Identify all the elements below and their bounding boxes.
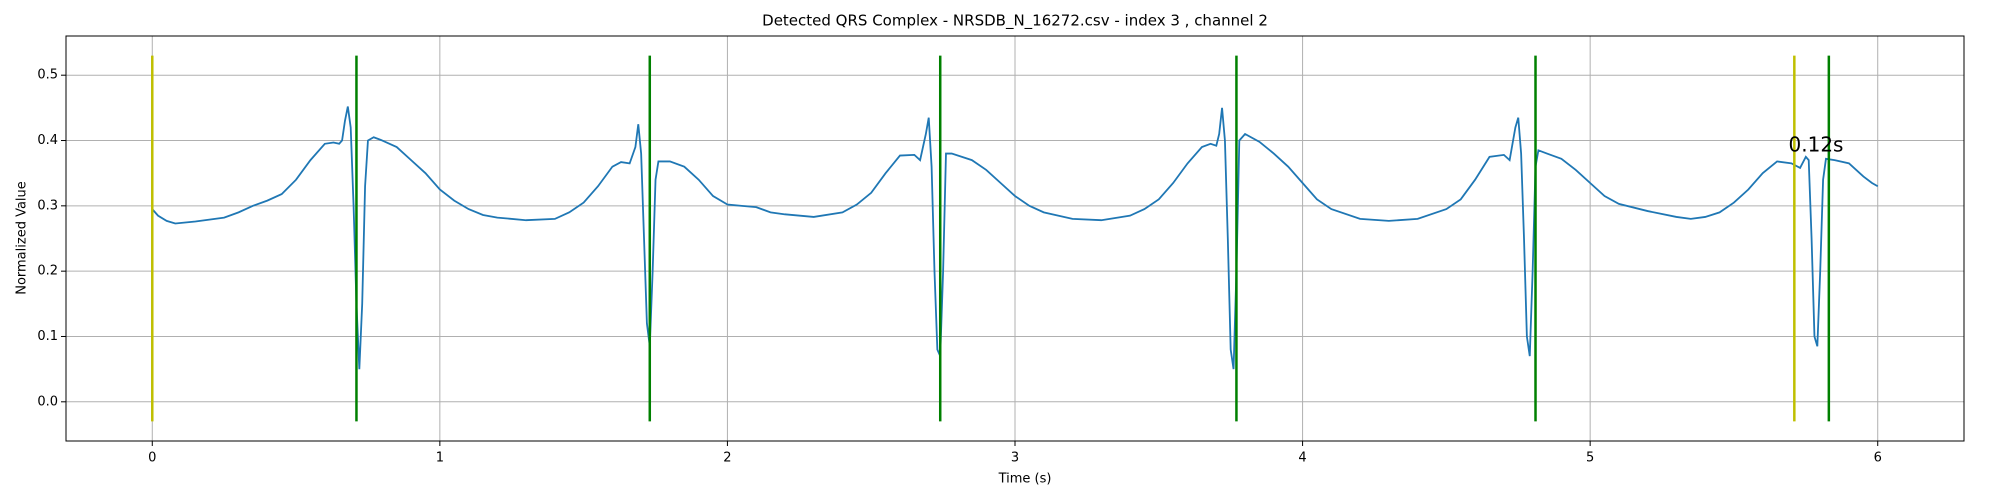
x-tick-label: 4 — [1298, 451, 1306, 466]
x-tick-label: 2 — [723, 451, 731, 466]
y-tick-label: 0.2 — [37, 264, 58, 279]
y-axis-label: Normalized Value — [15, 181, 30, 295]
x-tick-label: 5 — [1586, 451, 1594, 466]
annotation: 0.12s — [1789, 133, 1844, 157]
x-tick-label: 3 — [1011, 451, 1019, 466]
x-tick-label: 1 — [436, 451, 444, 466]
y-tick-label: 0.4 — [37, 133, 58, 148]
x-axis-label: Time (s) — [998, 472, 1052, 487]
x-tick-label: 6 — [1874, 451, 1882, 466]
y-tick-label: 0.1 — [37, 329, 58, 344]
x-tick-label: 0 — [148, 451, 156, 466]
plot-frame — [65, 35, 1965, 442]
chart-title: Detected QRS Complex - NRSDB_N_16272.csv… — [762, 12, 1268, 31]
signal-line — [151, 106, 1879, 370]
y-tick-label: 0.3 — [37, 198, 58, 213]
y-tick-label: 0.0 — [37, 394, 58, 409]
y-tick-label: 0.5 — [37, 68, 58, 83]
